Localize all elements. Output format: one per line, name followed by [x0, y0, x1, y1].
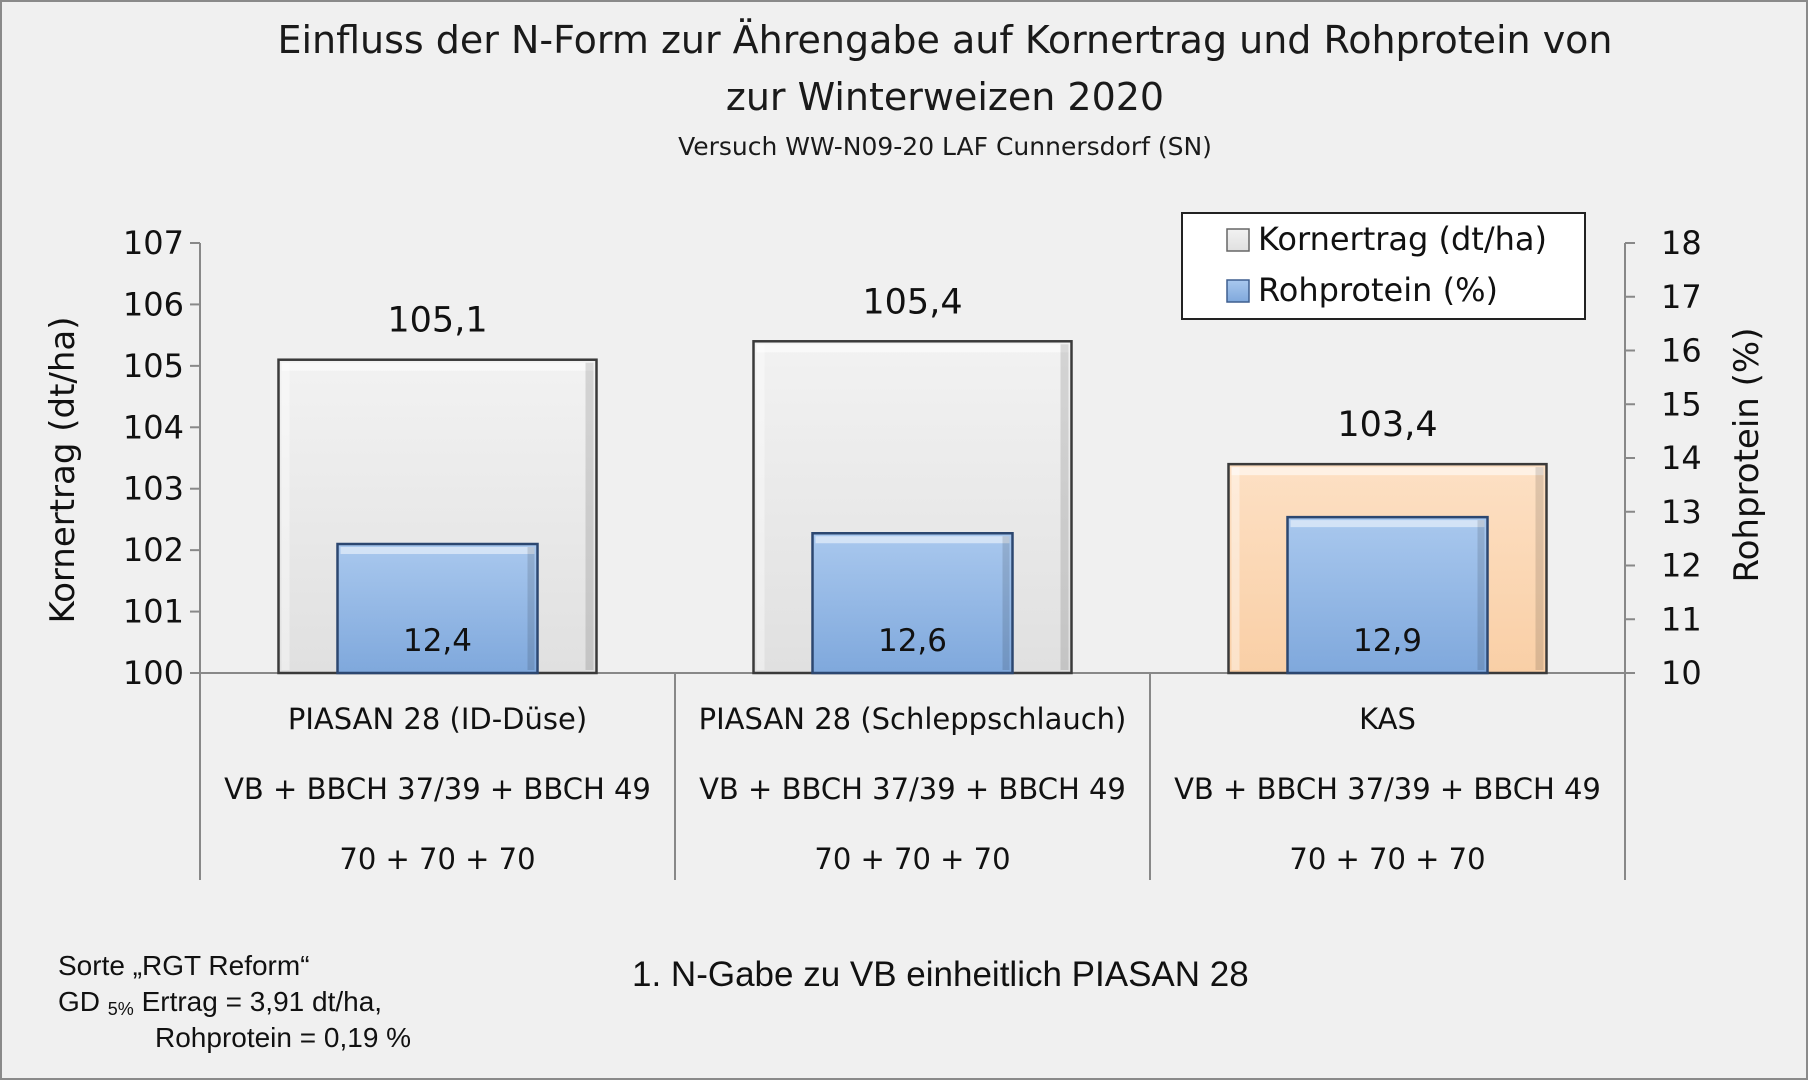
footnote: 1. N-Gabe zu VB einheitlich PIASAN 28 — [632, 955, 1249, 994]
y-axis-right-title: Rohprotein (%) — [1727, 328, 1767, 583]
bar-rohprotein-body — [811, 532, 1014, 675]
y-left-tick-label: 106 — [123, 285, 184, 323]
bar-kornertrag-bevel-left — [1231, 467, 1240, 670]
note-gd-protein: Rohprotein = 0,19 % — [155, 1022, 412, 1053]
note-gd-line: GD 5% Ertrag = 3,91 dt/ha, — [58, 984, 382, 1027]
bar-rohprotein — [811, 532, 1014, 675]
bar-kornertrag-bevel-top — [756, 344, 1069, 353]
note-gd-ertrag: Ertrag = 3,91 dt/ha, — [141, 986, 383, 1017]
bar-rohprotein-bevel-top — [340, 547, 535, 554]
note-sorte: Sorte „RGT Reform“ — [58, 950, 310, 981]
bar-rohprotein-body — [1286, 515, 1489, 675]
category-name: PIASAN 28 (Schleppschlauch) — [699, 702, 1127, 736]
y-right-tick-label: 10 — [1661, 654, 1702, 692]
category-amounts: 70 + 70 + 70 — [1289, 842, 1485, 876]
bar-rohprotein-label: 12,6 — [878, 623, 947, 659]
bar-rohprotein-bevel-top — [815, 536, 1010, 544]
bar-rohprotein-bevel-right — [527, 547, 535, 670]
category-amounts: 70 + 70 + 70 — [339, 842, 535, 876]
note-gd-sub: 5% — [107, 999, 134, 1019]
chart-title-line2: zur Winterweizen 2020 — [726, 75, 1164, 119]
y-left-tick-label: 104 — [123, 408, 184, 446]
bar-kornertrag-label: 105,1 — [387, 301, 487, 341]
category-labels: PIASAN 28 (ID-Düse) VB + BBCH 37/39 + BBC… — [224, 702, 1601, 876]
bar-kornertrag — [1227, 462, 1548, 675]
bar-rohprotein-bevel-top — [1290, 520, 1485, 528]
legend-item-rohprotein: Rohprotein (%) — [1226, 271, 1498, 309]
category-amounts: 70 + 70 + 70 — [814, 842, 1010, 876]
bar-kornertrag-label: 103,4 — [1337, 405, 1437, 445]
legend-label-rohprotein: Rohprotein (%) — [1258, 271, 1498, 309]
bar-kornertrag-bevel-right — [1060, 344, 1069, 670]
bar-kornertrag-label: 105,4 — [862, 282, 962, 322]
category-timing: VB + BBCH 37/39 + BBCH 49 — [699, 772, 1126, 806]
bar-kornertrag-bevel-left — [281, 362, 290, 670]
y-left-tick-label: 102 — [123, 531, 184, 569]
y-right-tick-label: 18 — [1661, 224, 1702, 262]
y-right-tick-label: 11 — [1661, 600, 1702, 638]
bar-rohprotein-body — [336, 542, 539, 675]
y-right-tick-label: 16 — [1661, 332, 1702, 370]
y-right-tick-label: 17 — [1661, 278, 1702, 316]
category-name: KAS — [1359, 702, 1416, 736]
bar-kornertrag-bevel-left — [756, 344, 765, 670]
y-right-tick-label: 15 — [1661, 385, 1702, 423]
bar-kornertrag-bevel-right — [1535, 467, 1544, 670]
y-left-tick-label: 103 — [123, 470, 184, 508]
y-axis-left-title: Kornertrag (dt/ha) — [43, 316, 83, 623]
y-left-tick-label: 105 — [123, 347, 184, 385]
bar-rohprotein-bevel-right — [1477, 520, 1485, 670]
bar-rohprotein-bevel-right — [1002, 536, 1010, 670]
legend-label-kornertrag: Kornertrag (dt/ha) — [1258, 220, 1547, 258]
y-left-tick-label: 107 — [123, 224, 184, 262]
axes: 100 101 102 103 104 105 106 107 10 11 12 13 14 15 16 17… — [123, 224, 1702, 880]
bar-rohprotein — [336, 542, 539, 675]
category-timing: VB + BBCH 37/39 + BBCH 49 — [1174, 772, 1601, 806]
bar-kornertrag-bevel-top — [281, 362, 594, 371]
note-gd-prefix: GD — [58, 986, 100, 1017]
category-timing: VB + BBCH 37/39 + BBCH 49 — [224, 772, 651, 806]
chart-title-line1: Einfluss der N-Form zur Ährengabe auf Ko… — [277, 18, 1612, 62]
legend-swatch-rohprotein — [1226, 279, 1250, 303]
bar-rohprotein-label: 12,4 — [403, 623, 472, 659]
bar-kornertrag-bevel-top — [1231, 467, 1544, 476]
legend-swatch-kornertrag — [1226, 228, 1250, 252]
y-right-tick-label: 13 — [1661, 493, 1702, 531]
y-right-tick-label: 12 — [1661, 547, 1702, 585]
bar-rohprotein-label: 12,9 — [1353, 623, 1422, 659]
y-left-tick-label: 100 — [123, 654, 184, 692]
chart-subtitle: Versuch WW-N09-20 LAF Cunnersdorf (SN) — [678, 132, 1212, 161]
y-left-tick-label: 101 — [123, 593, 184, 631]
legend: Kornertrag (dt/ha) Rohprotein (%) — [1181, 212, 1586, 320]
y-right-tick-label: 14 — [1661, 439, 1702, 477]
bar-kornertrag-bevel-right — [585, 362, 594, 670]
category-name: PIASAN 28 (ID-Düse) — [288, 702, 587, 736]
bar-rohprotein — [1286, 515, 1489, 675]
bars: 105,1 12,4 105,4 12,6 103,4 12,9 — [277, 282, 1548, 675]
legend-item-kornertrag: Kornertrag (dt/ha) — [1226, 220, 1547, 258]
